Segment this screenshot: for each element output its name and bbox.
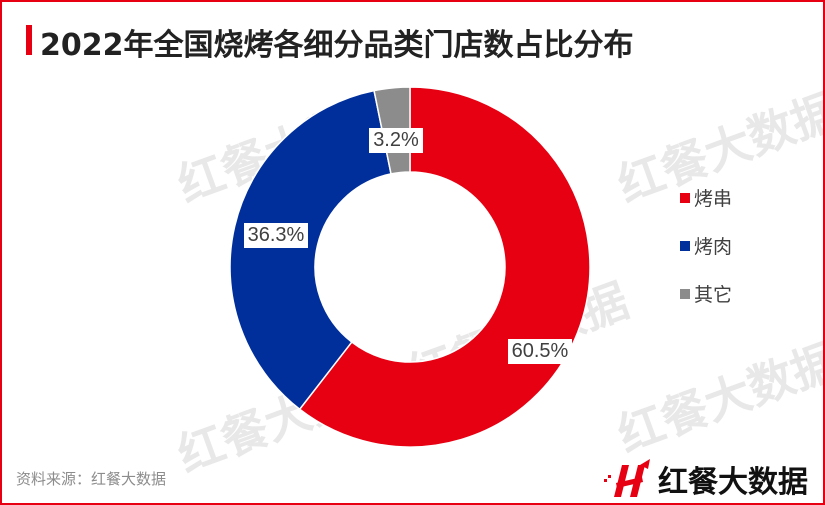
chart-title: 2022年全国烧烤各细分品类门店数占比分布 — [40, 28, 634, 63]
legend-item-kaochuan: 烤串 — [680, 186, 732, 210]
legend-item-kaorou: 烤肉 — [680, 234, 732, 258]
legend-swatch-blue — [680, 240, 690, 251]
data-label-kaorou: 36.3% — [243, 223, 309, 249]
data-label-other: 3.2% — [369, 127, 423, 153]
legend-swatch-gray — [680, 288, 690, 299]
brand-logo: 红餐大数据 — [602, 457, 808, 501]
legend-swatch-red — [680, 192, 690, 203]
legend-item-other: 其它 — [680, 282, 732, 306]
logo-text: 红餐大数据 — [658, 465, 808, 500]
H-logo-icon — [604, 459, 650, 497]
source-note: 资料来源：红餐大数据 — [16, 470, 167, 488]
donut-slice-1 — [229, 89, 392, 411]
title-accent-bar — [26, 25, 32, 55]
legend: 烤串 烤肉 其它 — [680, 186, 732, 330]
data-label-kaochuan: 60.5% — [507, 339, 573, 365]
